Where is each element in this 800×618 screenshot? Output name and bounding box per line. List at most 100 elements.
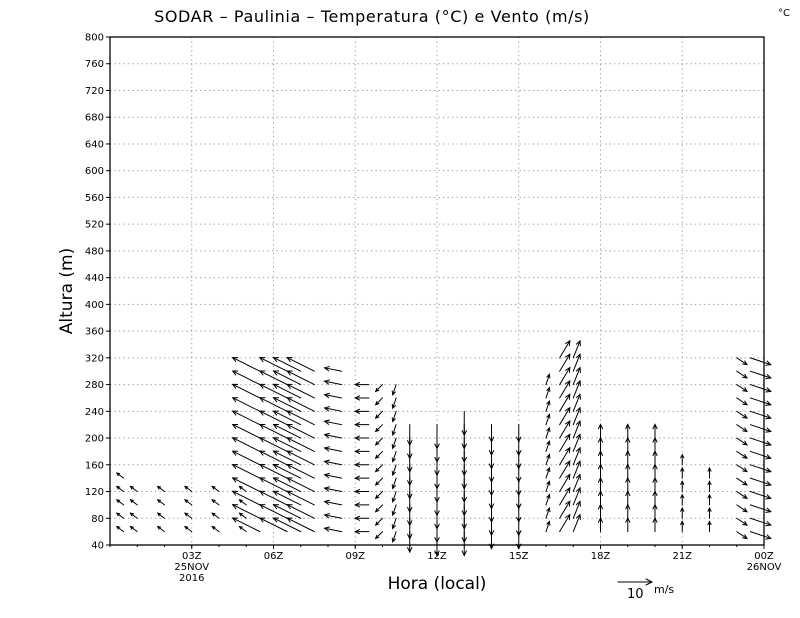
wind-vector-head xyxy=(258,370,266,376)
wind-vector xyxy=(597,450,604,466)
wind-vector-shaft xyxy=(238,512,247,519)
wind-vector xyxy=(374,517,383,526)
wind-vector-shaft xyxy=(375,517,383,526)
wind-vector-head xyxy=(231,450,239,456)
wind-vector-head xyxy=(258,490,266,496)
wind-vector-head xyxy=(323,446,330,452)
wind-vector-head xyxy=(231,477,239,483)
wind-vector xyxy=(286,490,315,506)
wind-vector-shaft xyxy=(375,450,383,459)
wind-vector-shaft xyxy=(129,485,138,493)
wind-vector-head xyxy=(374,454,380,460)
wind-vector-shaft xyxy=(545,400,550,412)
wind-vector xyxy=(211,499,220,506)
wind-vector-head xyxy=(652,423,658,430)
wind-vector-head xyxy=(272,410,280,416)
wind-vector-head xyxy=(272,437,280,443)
wind-vector xyxy=(115,499,125,506)
wind-vector xyxy=(559,366,571,386)
wind-vector-head xyxy=(575,473,581,481)
wind-vector-shaft xyxy=(375,437,383,446)
wind-vector-shaft xyxy=(273,490,302,506)
wind-vector-head xyxy=(156,499,162,503)
wind-vector-head xyxy=(742,520,748,526)
wind-vector-head xyxy=(516,436,522,443)
wind-vector-head xyxy=(231,464,239,470)
wind-vector xyxy=(625,423,631,439)
y-tick-label: 80 xyxy=(91,514,104,525)
wind-vector-shaft xyxy=(736,370,748,379)
wind-vector xyxy=(736,370,748,379)
wind-vector-shaft xyxy=(286,383,315,399)
wind-vector-head xyxy=(323,419,330,425)
wind-vector-shaft xyxy=(273,383,302,399)
y-tick-label: 160 xyxy=(85,460,104,471)
wind-vector xyxy=(258,383,288,399)
wind-vector-shaft xyxy=(749,477,772,486)
wind-vector xyxy=(652,463,658,479)
wind-vector xyxy=(559,406,571,426)
wind-vector xyxy=(680,480,685,493)
wind-vector-shaft xyxy=(232,410,261,426)
wind-vector xyxy=(129,499,138,506)
wind-vector-head xyxy=(461,537,467,544)
wind-vector-shaft xyxy=(572,460,581,479)
wind-vector-head xyxy=(374,494,380,500)
wind-vector-shaft xyxy=(232,490,261,506)
wind-vector xyxy=(354,408,370,414)
wind-vector-head xyxy=(354,408,361,414)
wind-vector xyxy=(258,504,288,519)
wind-vector-head xyxy=(461,470,467,477)
wind-vector-shaft xyxy=(749,357,772,366)
wind-vector-head xyxy=(286,383,293,389)
wind-vector-head xyxy=(391,484,396,490)
wind-vector-head xyxy=(742,360,748,366)
wind-vector-shaft xyxy=(157,485,165,493)
wind-vector xyxy=(286,477,315,493)
wind-vector-shaft xyxy=(749,504,772,513)
wind-vector-head xyxy=(707,520,712,526)
wind-vector-shaft xyxy=(559,433,571,452)
wind-vector-shaft xyxy=(749,410,772,419)
wind-vector xyxy=(736,384,748,393)
wind-vector-head xyxy=(323,406,330,412)
wind-vector-shaft xyxy=(559,380,571,399)
wind-vector-head xyxy=(461,550,467,557)
wind-vector xyxy=(231,397,261,412)
wind-vector-head xyxy=(374,521,380,526)
wind-vector xyxy=(736,410,748,419)
wind-vector xyxy=(258,397,288,412)
reference-vector: 10 m/s xyxy=(617,578,674,602)
wind-vector-head xyxy=(354,502,361,508)
wind-vector xyxy=(736,504,748,513)
wind-vector-head xyxy=(434,523,440,530)
wind-vector xyxy=(572,379,581,399)
wind-vector-shaft xyxy=(749,464,772,473)
wind-vector xyxy=(680,506,685,519)
wind-vector xyxy=(231,437,261,452)
wind-vector xyxy=(115,512,125,519)
wind-vector-head xyxy=(231,504,239,510)
wind-vector-head xyxy=(565,513,571,521)
wind-vector-shaft xyxy=(273,464,302,479)
wind-vector-shaft xyxy=(375,477,383,486)
y-tick-label: 800 xyxy=(85,33,104,44)
wind-vector xyxy=(625,463,631,479)
wind-vector-head xyxy=(742,467,748,473)
wind-vector-head xyxy=(546,506,551,513)
wind-vector-shaft xyxy=(211,512,220,519)
wind-vector-shaft xyxy=(375,464,383,473)
y-tick-label: 40 xyxy=(91,541,104,552)
wind-vector-head xyxy=(184,512,189,517)
wind-vector-head xyxy=(272,477,280,483)
wind-vector xyxy=(272,383,302,399)
wind-vector-head xyxy=(565,486,571,494)
wind-vector xyxy=(736,397,748,406)
wind-vector xyxy=(374,450,383,460)
wind-vector-head xyxy=(516,490,522,497)
wind-vector xyxy=(272,504,302,519)
y-tick-label: 720 xyxy=(85,86,104,97)
wind-vector-shaft xyxy=(572,367,581,386)
wind-vector-shaft xyxy=(211,485,220,493)
wind-vector xyxy=(374,531,383,540)
